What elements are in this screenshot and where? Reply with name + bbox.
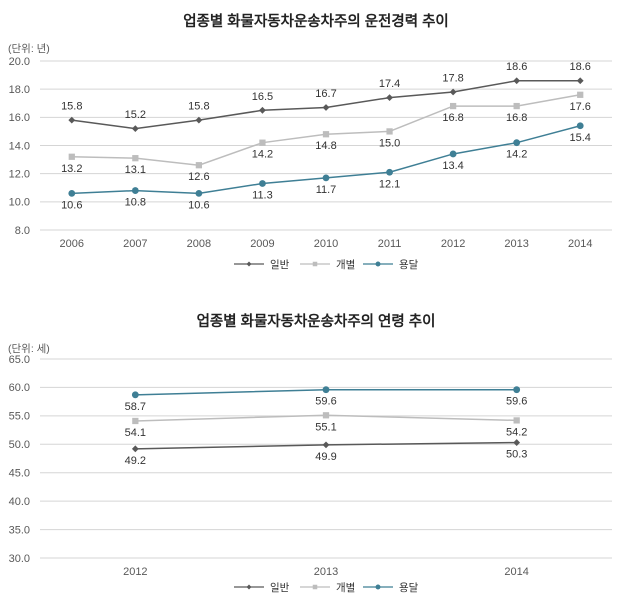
svg-text:16.7: 16.7 (315, 88, 336, 100)
svg-text:2006: 2006 (60, 238, 84, 250)
svg-text:12.1: 12.1 (379, 178, 400, 190)
svg-text:2009: 2009 (250, 238, 274, 250)
svg-text:49.2: 49.2 (125, 455, 146, 467)
svg-text:20.0: 20.0 (9, 56, 30, 68)
svg-text:13.2: 13.2 (61, 163, 82, 175)
svg-text:30.0: 30.0 (9, 553, 30, 565)
svg-text:10.8: 10.8 (125, 197, 146, 209)
svg-text:2010: 2010 (314, 238, 338, 250)
svg-text:개별: 개별 (336, 259, 355, 271)
svg-text:2013: 2013 (314, 566, 338, 578)
svg-text:2013: 2013 (504, 238, 528, 250)
svg-text:2012: 2012 (441, 238, 465, 250)
svg-text:17.8: 17.8 (442, 72, 463, 84)
svg-text:55.0: 55.0 (9, 411, 30, 423)
svg-text:8.0: 8.0 (15, 225, 30, 237)
svg-text:18.6: 18.6 (570, 61, 591, 73)
svg-text:58.7: 58.7 (125, 401, 146, 413)
svg-text:17.4: 17.4 (379, 78, 400, 90)
svg-text:15.2: 15.2 (125, 109, 146, 121)
svg-text:16.8: 16.8 (442, 112, 463, 124)
svg-text:15.8: 15.8 (61, 101, 82, 113)
svg-text:16.5: 16.5 (252, 91, 273, 103)
svg-text:용달: 용달 (399, 259, 419, 271)
svg-text:용달: 용달 (399, 582, 419, 594)
svg-text:35.0: 35.0 (9, 524, 30, 536)
svg-text:2011: 2011 (378, 238, 402, 250)
svg-text:업종별 화물자동차운송차주의 연령 추이: 업종별 화물자동차운송차주의 연령 추이 (197, 312, 436, 330)
svg-text:16.8: 16.8 (506, 112, 527, 124)
svg-text:59.6: 59.6 (506, 396, 527, 408)
svg-text:2008: 2008 (187, 238, 211, 250)
svg-text:10.6: 10.6 (61, 199, 82, 211)
svg-text:54.1: 54.1 (125, 427, 146, 439)
svg-text:50.0: 50.0 (9, 439, 30, 451)
svg-text:55.1: 55.1 (315, 421, 336, 433)
svg-text:50.3: 50.3 (506, 449, 527, 461)
svg-text:14.2: 14.2 (506, 149, 527, 161)
svg-text:일반: 일반 (270, 581, 290, 594)
svg-text:10.0: 10.0 (9, 197, 30, 209)
svg-text:2014: 2014 (568, 238, 592, 250)
svg-text:54.2: 54.2 (506, 426, 527, 438)
svg-text:업종별 화물자동차운송차주의 운전경력 추이: 업종별 화물자동차운송차주의 운전경력 추이 (183, 12, 449, 30)
svg-text:12.6: 12.6 (188, 171, 209, 183)
svg-text:일반: 일반 (270, 258, 290, 271)
svg-text:15.4: 15.4 (570, 132, 591, 144)
svg-text:11.7: 11.7 (316, 184, 337, 196)
svg-text:14.0: 14.0 (9, 140, 30, 152)
svg-text:10.6: 10.6 (188, 199, 209, 211)
svg-text:17.6: 17.6 (570, 101, 591, 113)
svg-text:14.8: 14.8 (315, 140, 336, 152)
svg-text:개별: 개별 (336, 582, 355, 594)
svg-text:2012: 2012 (123, 566, 147, 578)
svg-text:60.0: 60.0 (9, 382, 30, 394)
svg-text:15.8: 15.8 (188, 101, 209, 113)
svg-text:2007: 2007 (123, 238, 147, 250)
svg-text:15.0: 15.0 (379, 137, 400, 149)
svg-text:40.0: 40.0 (9, 496, 30, 508)
svg-text:18.6: 18.6 (506, 61, 527, 73)
svg-text:14.2: 14.2 (252, 149, 273, 161)
svg-text:59.6: 59.6 (315, 396, 336, 408)
svg-text:13.4: 13.4 (442, 160, 463, 172)
svg-text:11.3: 11.3 (252, 190, 273, 202)
svg-text:18.0: 18.0 (9, 84, 30, 96)
svg-text:(단위: 년): (단위: 년) (8, 42, 50, 55)
svg-text:45.0: 45.0 (9, 468, 30, 480)
svg-text:2014: 2014 (504, 566, 528, 578)
svg-text:13.1: 13.1 (125, 164, 146, 176)
svg-text:16.0: 16.0 (9, 112, 30, 124)
svg-text:12.0: 12.0 (9, 168, 30, 180)
svg-text:49.9: 49.9 (315, 451, 336, 463)
svg-text:65.0: 65.0 (9, 354, 30, 366)
